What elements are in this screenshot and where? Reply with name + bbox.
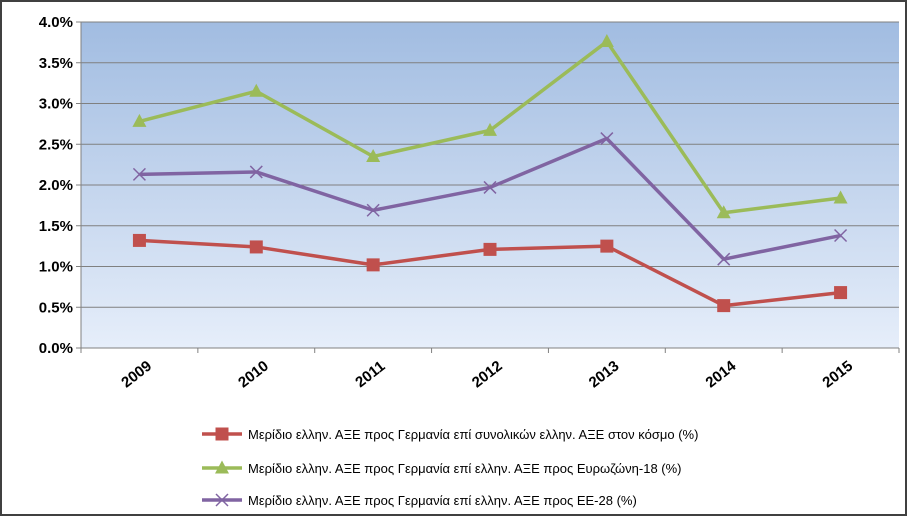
data-point-marker [834,228,848,243]
data-point-marker [366,148,381,162]
legend-item[interactable]: Μερίδιο ελλην. ΑΞΕ προς Γερμανία επί ελλ… [202,460,682,477]
y-tick-label: 0.0% [39,340,73,357]
data-point-marker [132,113,147,127]
y-tick-label: 0.5% [39,299,73,316]
x-tick-label: 2009 [118,357,155,391]
y-tick-label: 1.0% [39,259,73,276]
series-group [132,34,848,313]
legend-label: Μερίδιο ελλην. ΑΞΕ προς Γερμανία επί συν… [248,427,698,442]
x-tick-label: 2010 [235,357,272,391]
data-point-marker [833,190,848,204]
data-point-marker [600,132,614,146]
x-tick-label: 2011 [352,358,388,391]
legend-marker [215,460,229,474]
data-point-marker [716,205,731,219]
data-point-marker [483,180,497,194]
y-tick-label: 2.0% [39,177,73,194]
data-point-marker [834,286,848,300]
data-point-marker [483,122,497,136]
x-tick-label: 2013 [586,357,623,391]
y-axis: 0.0% 0.5% 1.0% 1.5% 2.0% 2.5% 3.0% 3.5% 4.0% [39,14,82,357]
y-tick-label: 2.5% [39,136,73,153]
y-tick-label: 4.0% [39,14,73,31]
data-point-marker [132,233,146,247]
legend-marker [215,493,229,507]
x-axis: 2009 2010 2011 2012 2013 2014 2015 [80,347,900,391]
data-point-marker [249,165,263,179]
x-tick-label: 2014 [703,357,740,391]
y-tick-label: 1.5% [39,218,73,235]
legend-label: Μερίδιο ελλην. ΑΞΕ προς Γερμανία επί ελλ… [248,493,637,508]
data-point-marker [599,34,614,48]
data-point-marker [717,252,731,266]
data-point-marker [366,203,380,217]
legend-item[interactable]: Μερίδιο ελλην. ΑΞΕ προς Γερμανία επί συν… [202,427,698,442]
data-point-marker [132,167,146,181]
data-point-marker [249,240,263,254]
y-tick-label: 3.5% [39,55,73,72]
legend-marker [215,427,229,441]
legend[interactable]: Μερίδιο ελλην. ΑΞΕ προς Γερμανία επί συν… [202,427,698,508]
data-point-marker [717,299,731,313]
series-1 [132,233,848,313]
x-tick-label: 2012 [469,357,506,391]
data-point-marker [483,242,497,256]
series-3 [132,132,848,266]
y-tick-label: 3.0% [39,96,73,113]
x-tick-label: 2015 [819,357,856,391]
legend-label: Μερίδιο ελλην. ΑΞΕ προς Γερμανία επί ελλ… [248,461,682,476]
series-2 [132,34,848,219]
legend-item[interactable]: Μερίδιο ελλην. ΑΞΕ προς Γερμανία επί ελλ… [202,493,637,508]
data-point-marker [600,239,614,253]
data-point-marker [249,83,264,97]
data-point-marker [366,258,380,272]
